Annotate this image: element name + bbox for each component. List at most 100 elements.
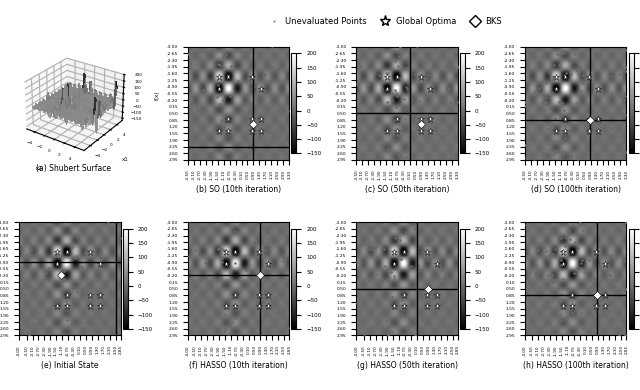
Point xyxy=(602,261,612,267)
Point xyxy=(212,94,223,100)
Point xyxy=(524,278,534,284)
Point xyxy=(591,321,601,327)
Point xyxy=(397,293,408,299)
Point xyxy=(246,327,256,333)
Point xyxy=(555,310,565,317)
Point xyxy=(404,59,415,65)
Point xyxy=(383,332,393,338)
Point xyxy=(215,62,225,68)
Point xyxy=(573,304,583,310)
Point xyxy=(572,67,582,74)
Point xyxy=(225,269,236,275)
Point xyxy=(251,96,261,103)
Point xyxy=(365,239,375,245)
Point xyxy=(616,111,626,117)
Point xyxy=(371,246,381,252)
Point xyxy=(247,111,257,117)
Point xyxy=(273,64,283,71)
Point xyxy=(373,254,383,261)
Point xyxy=(378,79,388,85)
Point xyxy=(61,317,72,324)
Point xyxy=(544,258,554,264)
Point xyxy=(191,60,201,67)
Point xyxy=(531,87,541,94)
Point xyxy=(538,100,548,106)
Point xyxy=(621,286,631,292)
Point xyxy=(583,143,593,149)
Point xyxy=(620,112,630,118)
Point xyxy=(545,124,556,131)
Point xyxy=(354,316,364,323)
Point xyxy=(113,236,124,242)
Point xyxy=(215,275,225,281)
Point xyxy=(445,150,455,156)
Point xyxy=(115,234,125,241)
Point xyxy=(258,299,268,305)
Point xyxy=(220,324,230,331)
Point xyxy=(362,285,372,292)
Point xyxy=(95,255,105,261)
Point xyxy=(585,141,595,147)
Point xyxy=(393,278,403,285)
Point xyxy=(436,127,447,133)
Point xyxy=(24,253,35,259)
Point xyxy=(280,323,290,329)
Point xyxy=(588,264,598,270)
Point xyxy=(554,99,564,105)
Point xyxy=(356,304,366,310)
Point xyxy=(440,63,451,69)
Point xyxy=(374,152,384,158)
Point xyxy=(534,240,544,246)
Point xyxy=(432,80,442,87)
Point xyxy=(559,106,570,113)
Point xyxy=(35,284,45,290)
Point xyxy=(534,270,544,277)
Point xyxy=(425,127,435,133)
Point xyxy=(372,100,383,106)
Point xyxy=(584,56,595,62)
Point xyxy=(591,249,601,255)
Point xyxy=(374,46,385,52)
Point xyxy=(237,109,248,115)
Point xyxy=(578,80,588,86)
Point xyxy=(200,241,210,247)
Point xyxy=(607,73,618,79)
Point xyxy=(203,78,213,84)
Point xyxy=(526,119,536,125)
Point xyxy=(417,287,427,294)
Point xyxy=(444,108,454,115)
Point xyxy=(255,103,266,109)
Point xyxy=(402,286,412,292)
Point xyxy=(569,269,579,276)
Point xyxy=(260,110,270,117)
Point xyxy=(278,258,289,264)
Point xyxy=(579,324,589,331)
Point xyxy=(374,72,385,78)
Point xyxy=(257,225,268,232)
Point xyxy=(377,135,387,141)
Point xyxy=(82,288,92,294)
Point xyxy=(369,71,380,78)
Point xyxy=(244,282,254,288)
Point xyxy=(588,261,598,267)
Point xyxy=(573,232,584,239)
Point xyxy=(216,255,227,261)
Point xyxy=(599,107,609,113)
Point xyxy=(353,145,363,152)
Point xyxy=(56,327,67,333)
Point xyxy=(612,287,623,294)
Title: (d) SO (100th iteration): (d) SO (100th iteration) xyxy=(531,185,621,194)
Point xyxy=(579,269,589,276)
Point xyxy=(283,108,293,114)
Point xyxy=(355,156,365,162)
Point xyxy=(381,87,392,93)
Point xyxy=(581,318,591,324)
Point xyxy=(244,107,254,113)
Point xyxy=(408,225,419,232)
Point xyxy=(564,227,574,234)
Point xyxy=(44,265,54,271)
Point xyxy=(575,87,586,94)
Point xyxy=(187,94,197,100)
Point xyxy=(612,310,623,316)
Title: (a) Shubert Surface: (a) Shubert Surface xyxy=(36,165,111,174)
